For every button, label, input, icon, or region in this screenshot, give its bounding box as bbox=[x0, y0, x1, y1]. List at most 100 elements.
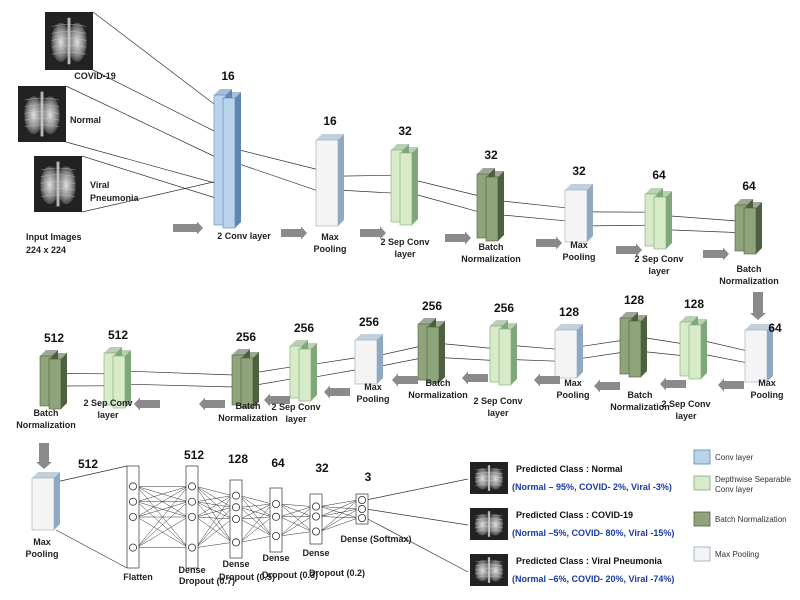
row2-filter-count-2: 128 bbox=[684, 297, 704, 311]
dense-connection-line bbox=[195, 516, 233, 520]
row2-filter-count-4: 128 bbox=[559, 305, 579, 319]
dense-units-3: 64 bbox=[271, 456, 285, 470]
row1-connection-line bbox=[588, 224, 650, 227]
dense-neuron bbox=[311, 527, 320, 536]
legend-label-pool: Max Pooling bbox=[715, 550, 759, 559]
dense-neuron bbox=[357, 514, 366, 523]
dropout-label-4: Dropout (0.2) bbox=[309, 568, 365, 578]
row2-connection-line bbox=[513, 345, 558, 350]
dense-connection-line bbox=[279, 503, 313, 532]
dense-connection-line bbox=[319, 508, 359, 517]
dense-connection-line bbox=[239, 503, 273, 508]
row3-pool-filter-count: 512 bbox=[78, 457, 98, 471]
dense-units-5: 3 bbox=[365, 470, 372, 484]
dense-connection-line bbox=[319, 516, 359, 519]
row2-layer-label-1-line2: Pooling bbox=[751, 390, 784, 400]
dense-connection-line bbox=[136, 486, 189, 518]
row2-layer-6-batch-slab-front bbox=[426, 321, 445, 384]
row1-arrow-1 bbox=[173, 221, 203, 235]
dense-connection-line bbox=[195, 501, 233, 520]
row2-filter-count-8: 256 bbox=[294, 321, 314, 335]
dense-neuron bbox=[231, 491, 240, 500]
row1-arrow-5 bbox=[536, 236, 562, 250]
row2-layer-7-pool-slab bbox=[354, 334, 383, 385]
row2-layer-label-11-line1: Batch bbox=[33, 408, 58, 418]
row2-connection-line bbox=[255, 366, 293, 373]
legend-label-batch: Batch Normalization bbox=[715, 515, 787, 524]
input-projection-line bbox=[81, 155, 223, 201]
row1-layer-label-4-line1: Batch bbox=[478, 242, 503, 252]
row1-layer-2-pool-slab bbox=[315, 134, 344, 227]
dense-connection-line bbox=[195, 486, 233, 543]
dense-neuron bbox=[187, 513, 196, 522]
row1-layer-label-3-line2: layer bbox=[394, 249, 416, 259]
row2-connection-line bbox=[378, 346, 421, 356]
dense-neuron bbox=[128, 482, 137, 491]
prediction-probabilities-2: (Normal –5%, COVID- 80%, Viral -15%) bbox=[512, 528, 674, 538]
row2-connection-line bbox=[255, 378, 293, 386]
row1-layer-4-batch-slab-front bbox=[485, 171, 504, 242]
row1-layer-label-4-line2: Normalization bbox=[461, 254, 521, 264]
dense-connection-line bbox=[239, 535, 273, 543]
dense-connection-line bbox=[279, 531, 313, 537]
dense-connection-line bbox=[239, 516, 273, 520]
dense-neuron bbox=[357, 504, 366, 513]
dense-connection-line bbox=[195, 486, 233, 508]
row2-connection-line bbox=[378, 358, 421, 367]
legend-label-sep-line1: Depthwise Separable bbox=[715, 475, 792, 484]
row1-connection-line bbox=[668, 229, 740, 233]
row1-connection-line bbox=[237, 149, 321, 171]
row2-arrow-7 bbox=[324, 385, 350, 399]
dense-connection-line bbox=[319, 506, 359, 519]
input-projection-line bbox=[65, 141, 223, 186]
dense-connection-line bbox=[195, 486, 233, 520]
dense-connection-line bbox=[319, 499, 359, 517]
row1-layer-label-5-line1: Max bbox=[570, 240, 588, 250]
row2-connection-line bbox=[643, 337, 683, 344]
row1-connection-line bbox=[414, 193, 482, 213]
prediction-title-1: Predicted Class : Normal bbox=[516, 464, 623, 474]
dense-connection-line bbox=[319, 499, 359, 532]
prediction-title-2: Predicted Class : COVID-19 bbox=[516, 510, 633, 520]
row2-layer-label-4-line1: Max bbox=[564, 378, 582, 388]
row2-filter-count-10: 512 bbox=[108, 328, 128, 342]
row2-layer-4-pool-slab bbox=[554, 324, 583, 379]
dense-neuron bbox=[231, 538, 240, 547]
dense-connection-line bbox=[319, 506, 359, 510]
row2-layer-11-batch-slab-front bbox=[48, 353, 67, 410]
row2-layer-label-11-line2: Normalization bbox=[16, 420, 76, 430]
prediction-probabilities-1: (Normal – 95%, COVID- 2%, Viral -3%) bbox=[512, 482, 672, 492]
input-caption-line1: Input Images bbox=[26, 232, 82, 242]
row2-layer-label-3-line2: Normalization bbox=[610, 402, 670, 412]
row2-layer-label-3-line1: Batch bbox=[627, 390, 652, 400]
dense-connection-line bbox=[279, 503, 313, 507]
row2-connection-line bbox=[513, 359, 558, 362]
input-image-2-chest-xray-icon bbox=[18, 86, 66, 142]
prediction-image-1-chest-xray-icon bbox=[470, 462, 508, 494]
dense-neuron bbox=[187, 497, 196, 506]
row1-layer-label-6-line1: 2 Sep Conv bbox=[634, 254, 683, 264]
row1-layer-5-pool-slab bbox=[564, 184, 593, 243]
row2-connection-line bbox=[703, 354, 748, 364]
dense-connection-line bbox=[279, 503, 313, 517]
prediction-title-3: Predicted Class : Viral Pneumonia bbox=[516, 556, 663, 566]
row1-layer-label-3-line1: 2 Sep Conv bbox=[380, 237, 429, 247]
dense-neuron bbox=[128, 513, 137, 522]
row1-layer-label-1-line1: 2 Conv layer bbox=[217, 231, 271, 241]
row2-connection-line bbox=[313, 369, 358, 378]
row1-layer-label-2-line2: Pooling bbox=[314, 244, 347, 254]
dense-connection-line bbox=[136, 516, 189, 548]
dense-neuron bbox=[271, 499, 280, 508]
dense-connection-line bbox=[195, 507, 233, 518]
input-label-viral-line1: Viral bbox=[90, 180, 109, 190]
row-transition-arrow-down-2 bbox=[36, 443, 52, 469]
dense-connection-line bbox=[195, 516, 233, 543]
legend-swatch-conv bbox=[693, 449, 711, 465]
row2-layer-label-9-line2: Normalization bbox=[218, 413, 278, 423]
row1-connection-line bbox=[500, 214, 570, 222]
row2-connection-line bbox=[703, 340, 748, 352]
row2-layer-2-sep-slab-front bbox=[688, 319, 707, 380]
row2-filter-count-9: 256 bbox=[236, 330, 256, 344]
input-projection-line bbox=[92, 69, 223, 136]
